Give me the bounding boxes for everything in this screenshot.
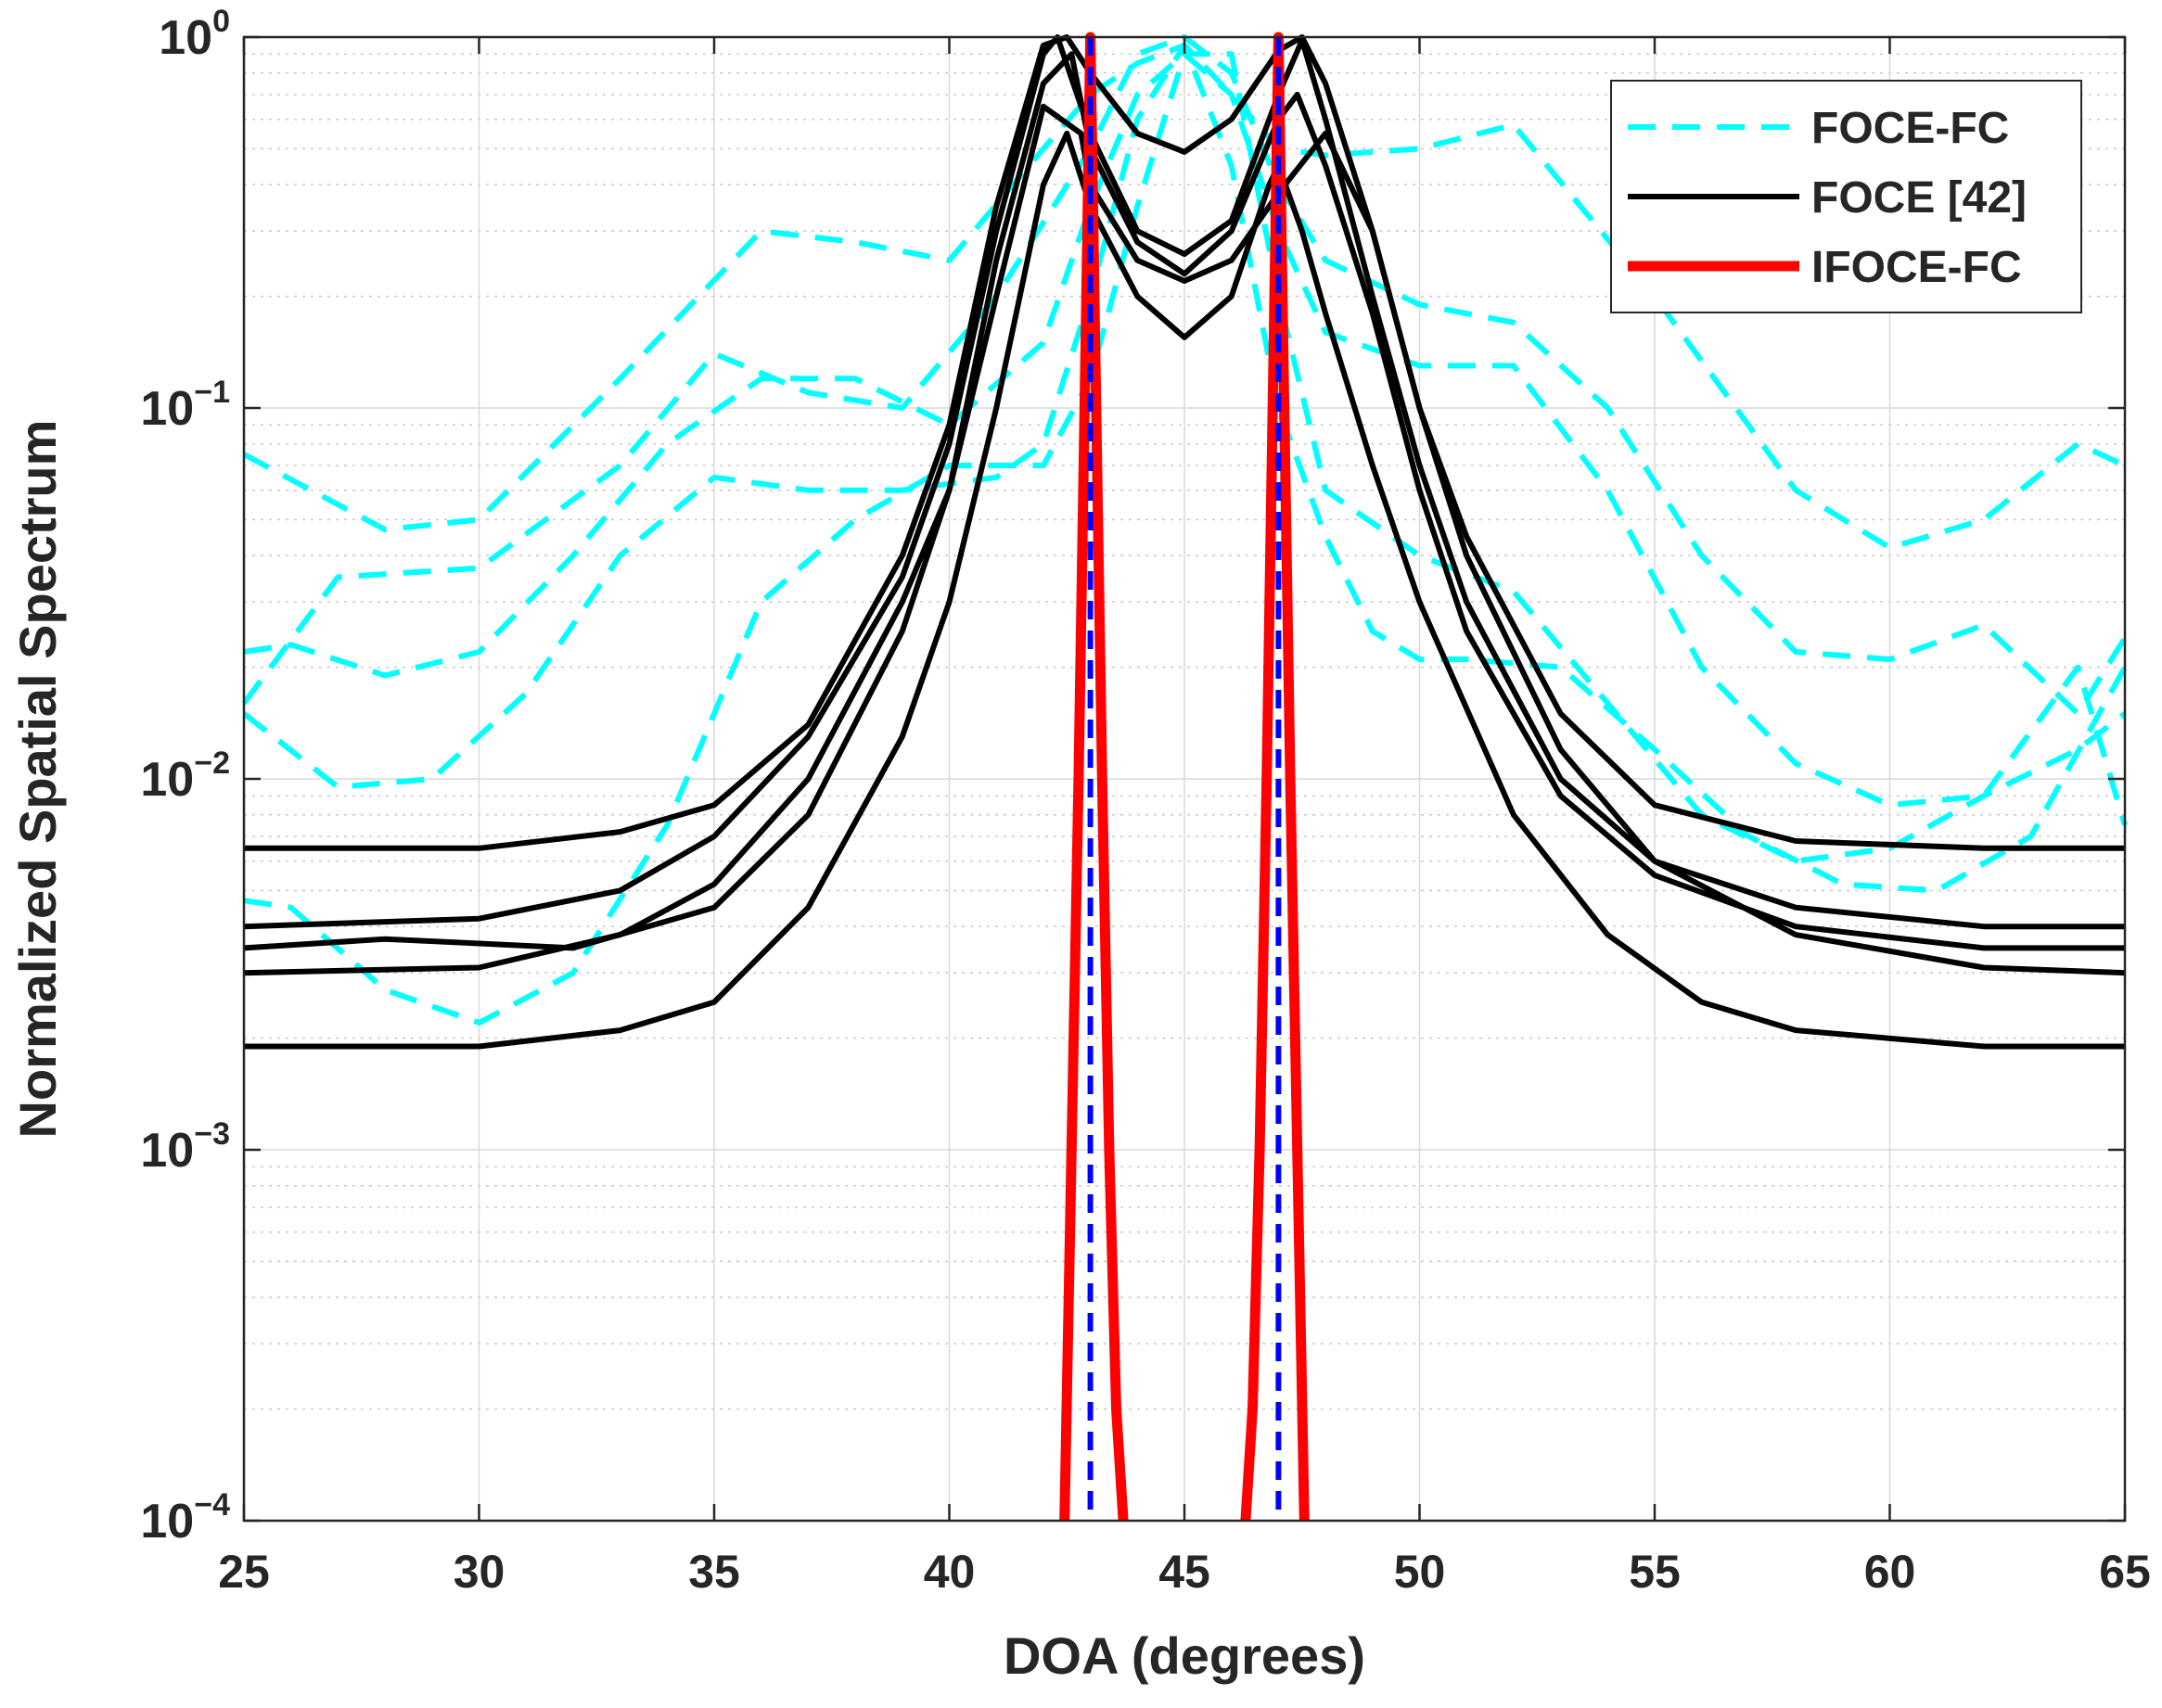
y-axis-label: Normalized Spatial Spectrum — [8, 420, 67, 1139]
legend-label: IFOCE-FC — [1811, 243, 2022, 292]
x-tick-label: 50 — [1394, 1546, 1446, 1598]
foce-fc-line — [243, 51, 2127, 1026]
y-tick-label: 10−2 — [140, 746, 230, 807]
y-tick-label: 10−3 — [140, 1116, 230, 1178]
x-tick-label: 65 — [2099, 1546, 2151, 1598]
x-tick-label: 35 — [688, 1546, 740, 1598]
foce-42-line — [243, 103, 2126, 976]
y-tick-label: 10−1 — [140, 375, 230, 436]
legend-label: FOCE [42] — [1811, 173, 2027, 223]
foce-fc-line — [243, 51, 2128, 826]
y-tick-label: 10−4 — [140, 1487, 230, 1549]
foce-42-line — [244, 34, 2125, 851]
legend: FOCE-FC FOCE [42] IFOCE-FC — [1610, 80, 2082, 313]
y-tick-label: 100 — [159, 4, 230, 65]
x-tick-label: 45 — [1158, 1546, 1210, 1598]
foce-fc-line — [241, 34, 2128, 717]
legend-label: FOCE-FC — [1811, 104, 2009, 153]
y-axis-ticks: 100 10−1 10−2 10−3 10−4 — [140, 4, 2125, 1549]
foce-fc-line — [242, 42, 2127, 551]
x-tick-label: 40 — [924, 1546, 976, 1598]
x-tick-label: 30 — [454, 1546, 505, 1598]
x-tick-label: 25 — [218, 1546, 270, 1598]
series-layer — [241, 32, 2128, 1522]
x-axis-label: DOA (degrees) — [1004, 1626, 1365, 1685]
foce-42-line — [243, 34, 2125, 930]
x-tick-label: 55 — [1629, 1546, 1681, 1598]
foce-42-line — [244, 130, 2125, 1050]
foce-42-line — [243, 51, 2125, 951]
x-axis-ticks: 25 30 35 40 45 50 55 60 65 — [218, 37, 2151, 1598]
x-tick-label: 60 — [1864, 1546, 1916, 1598]
